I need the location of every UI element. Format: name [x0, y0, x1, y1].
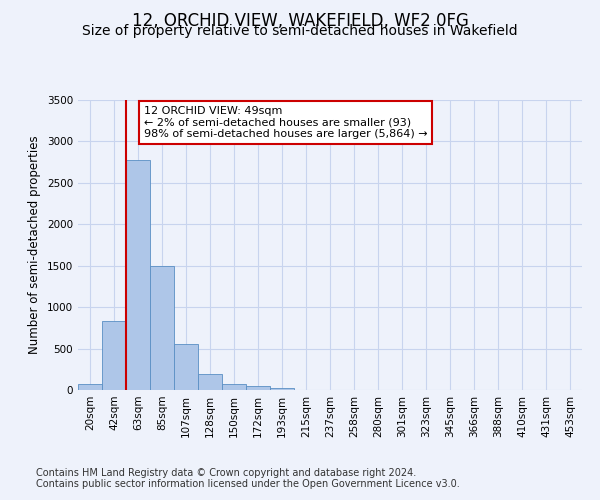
- Bar: [246, 386, 270, 390]
- Bar: [78, 384, 102, 390]
- Text: 12 ORCHID VIEW: 49sqm
← 2% of semi-detached houses are smaller (93)
98% of semi-: 12 ORCHID VIEW: 49sqm ← 2% of semi-detac…: [143, 106, 427, 139]
- Bar: [222, 384, 246, 390]
- Bar: [198, 374, 222, 390]
- Bar: [102, 321, 126, 390]
- Text: Contains HM Land Registry data © Crown copyright and database right 2024.: Contains HM Land Registry data © Crown c…: [36, 468, 416, 477]
- Text: 12, ORCHID VIEW, WAKEFIELD, WF2 0FG: 12, ORCHID VIEW, WAKEFIELD, WF2 0FG: [131, 12, 469, 30]
- Text: Size of property relative to semi-detached houses in Wakefield: Size of property relative to semi-detach…: [82, 24, 518, 38]
- Bar: [150, 266, 174, 390]
- Y-axis label: Number of semi-detached properties: Number of semi-detached properties: [28, 136, 41, 354]
- Bar: [126, 160, 150, 390]
- Bar: [270, 388, 294, 390]
- Text: Contains public sector information licensed under the Open Government Licence v3: Contains public sector information licen…: [36, 479, 460, 489]
- Bar: [174, 344, 198, 390]
